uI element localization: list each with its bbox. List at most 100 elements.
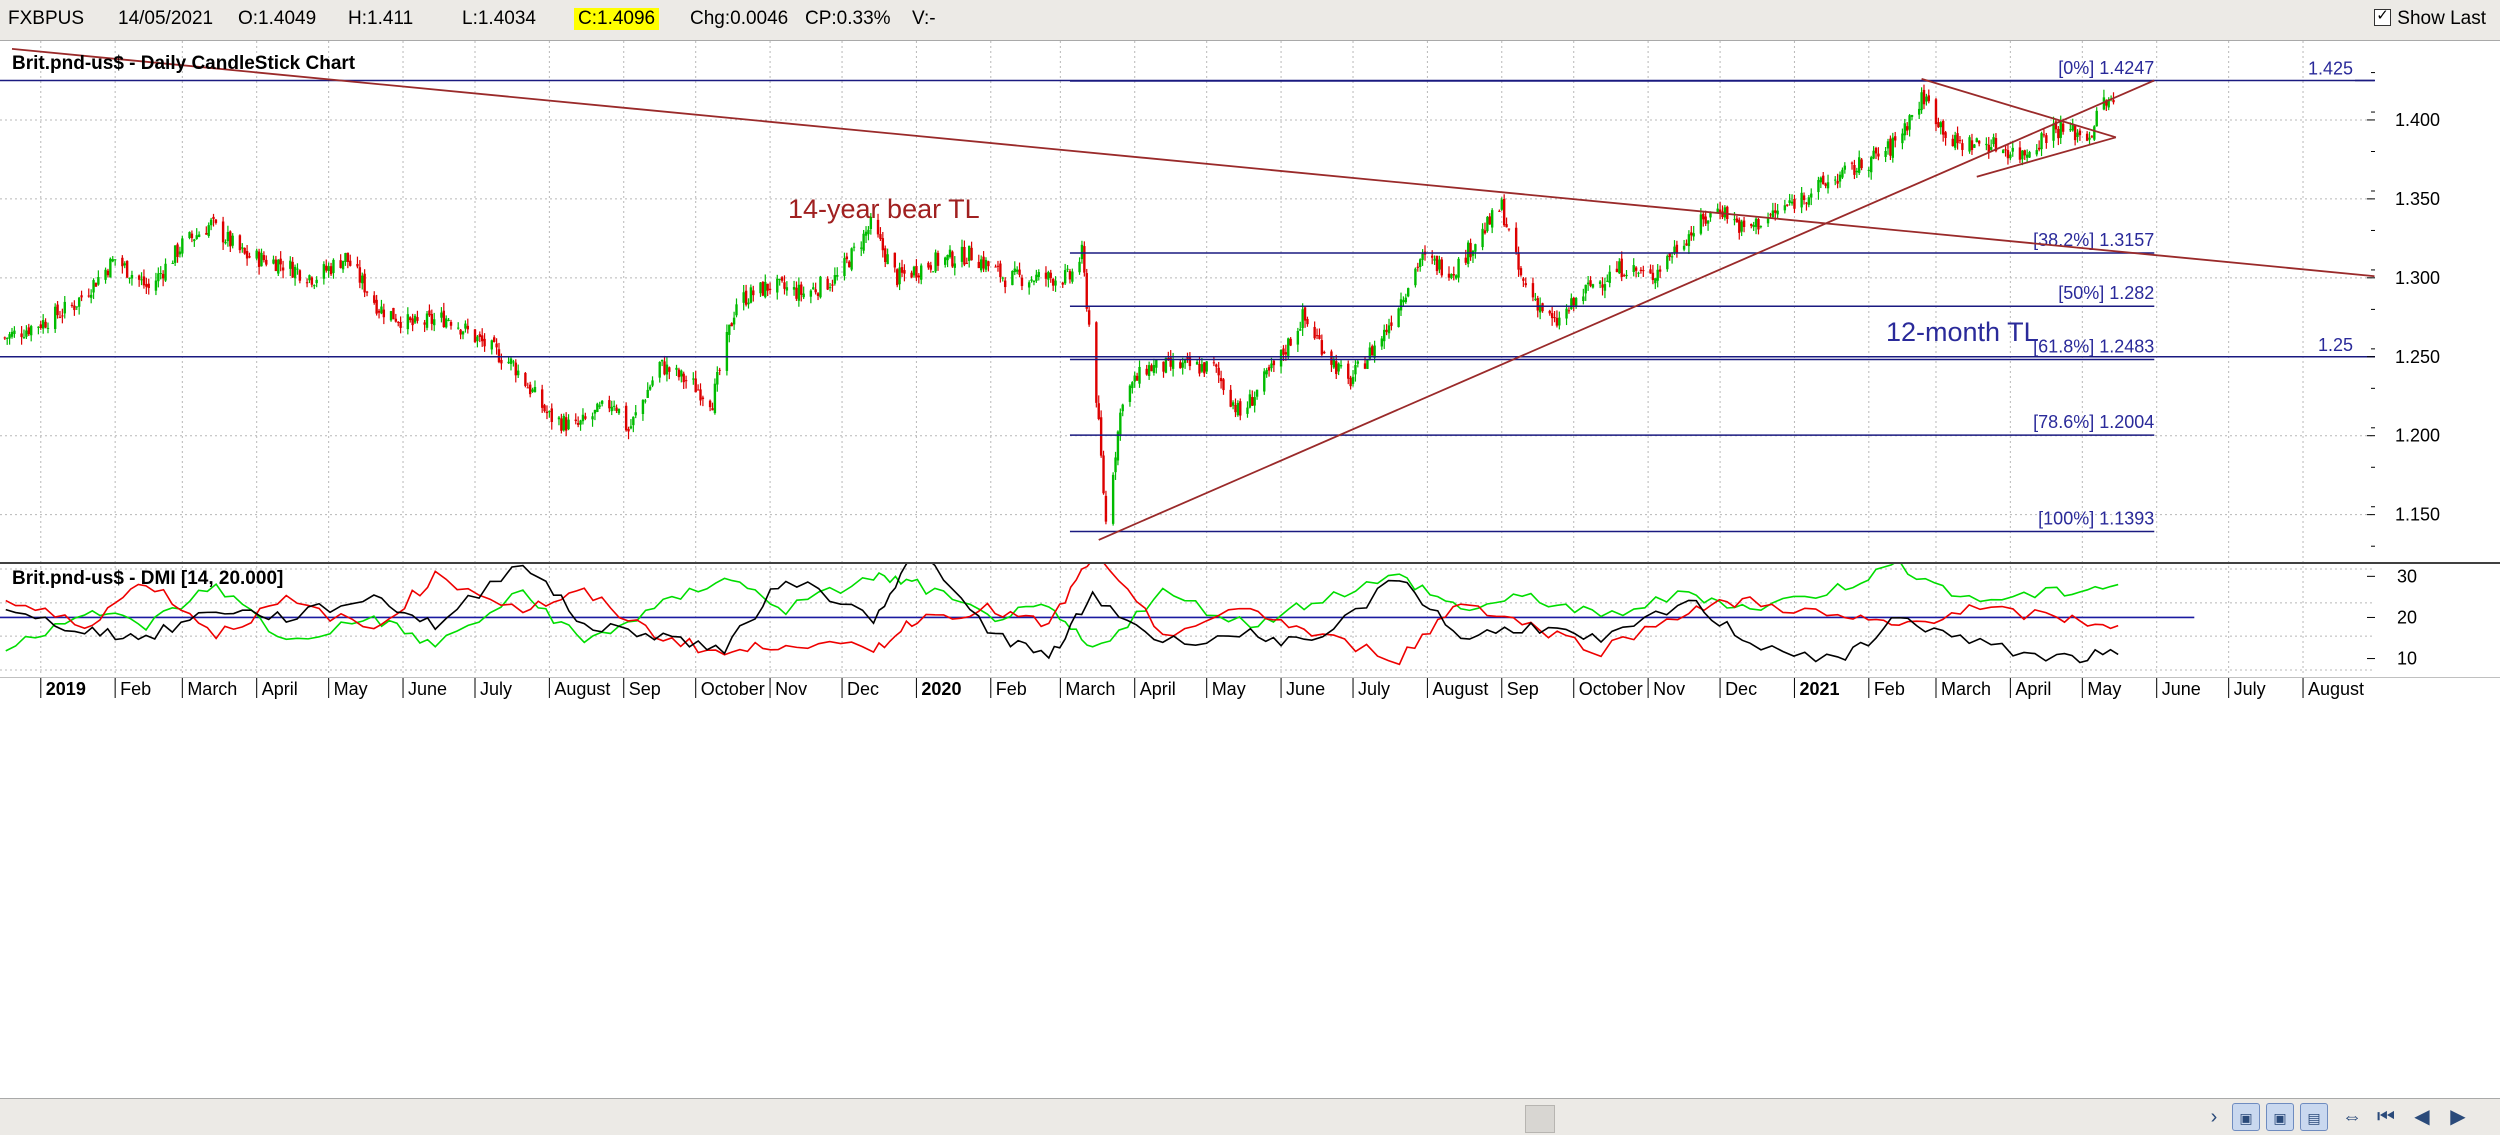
show-last-checkbox[interactable]: Show Last xyxy=(2374,6,2486,30)
candle-body xyxy=(1903,123,1906,136)
candle-body xyxy=(524,372,527,386)
candle-body xyxy=(1231,402,1235,406)
date-label: 14/05/2021 xyxy=(118,8,214,29)
candle-body xyxy=(1071,271,1074,282)
candle-body xyxy=(457,327,460,329)
candle-body xyxy=(1905,126,1909,131)
candle-body xyxy=(409,317,412,321)
candle-body xyxy=(951,251,954,267)
candle-body xyxy=(1783,205,1787,211)
candle-body xyxy=(377,310,381,313)
candle-body xyxy=(1464,257,1467,263)
previous-icon[interactable]: ◀ xyxy=(2414,1106,2430,1128)
candle-body xyxy=(1200,364,1204,372)
candle-body xyxy=(701,397,705,399)
candle-body xyxy=(1977,140,1981,144)
candle-body xyxy=(478,334,481,337)
candle-body xyxy=(255,250,258,259)
dmi-scale-background xyxy=(2375,564,2500,675)
candle-body xyxy=(3,337,6,339)
trendline-wedge-lower xyxy=(1976,136,2117,178)
candle-body xyxy=(447,319,450,321)
candle-body xyxy=(1766,217,1770,224)
candle-body xyxy=(1270,363,1273,369)
candle-body xyxy=(802,293,805,298)
candle-body xyxy=(346,252,350,262)
candle-body xyxy=(1670,256,1674,258)
candle-body xyxy=(1080,244,1084,260)
cursor-icon[interactable]: ▤ xyxy=(2300,1103,2328,1131)
candle-body xyxy=(1287,338,1290,356)
navigation-bar: › ▣ ▣ ▤ ⇔ ⏮ ◀ ▶ xyxy=(0,1098,2500,1135)
candle-body xyxy=(1253,397,1256,406)
candle-body xyxy=(445,318,448,328)
candle-body xyxy=(46,327,50,329)
candle-body xyxy=(430,313,434,324)
expand-icon[interactable]: ⇔ xyxy=(2342,1106,2362,1128)
candle-body xyxy=(550,408,553,423)
candle-body xyxy=(1572,297,1575,306)
candle-body xyxy=(1666,256,1669,270)
candle-body xyxy=(730,323,733,327)
checkbox-icon[interactable] xyxy=(2374,6,2392,26)
candle-body xyxy=(461,331,465,335)
candle-body xyxy=(80,295,83,298)
candle-body xyxy=(1507,228,1511,230)
candle-body xyxy=(1682,245,1686,250)
candle-body xyxy=(37,326,40,328)
candle-body xyxy=(2018,147,2022,160)
price-panel-title: Brit.pnd-us$ - Daily CandleStick Chart xyxy=(12,53,356,74)
candle-body xyxy=(912,266,916,276)
candle-body xyxy=(27,327,30,335)
candle-body xyxy=(1085,273,1088,309)
candle-body xyxy=(675,367,678,370)
candle-body xyxy=(1027,282,1031,288)
scrollbar-thumb[interactable] xyxy=(1525,1105,1555,1133)
candle-body xyxy=(1774,210,1777,213)
candle-body xyxy=(1037,272,1040,278)
x-tick-label: May xyxy=(1212,679,1246,699)
candle-body xyxy=(560,418,563,431)
candle-body xyxy=(934,252,937,272)
next-icon[interactable]: ▶ xyxy=(2450,1106,2466,1128)
candle-body xyxy=(1894,136,1897,141)
zoom-out-icon[interactable]: ▣ xyxy=(2266,1103,2294,1131)
candle-body xyxy=(1349,377,1352,387)
candle-body xyxy=(694,378,697,393)
candle-body xyxy=(140,279,143,281)
candle-body xyxy=(341,260,345,270)
scroll-right-icon[interactable]: › xyxy=(2210,1106,2218,1128)
candle-body xyxy=(545,411,549,414)
candle-body xyxy=(809,290,813,297)
candle-body xyxy=(2071,124,2074,131)
candle-body xyxy=(1754,218,1758,227)
candle-body xyxy=(1740,221,1743,232)
candle-body xyxy=(262,255,266,261)
candle-body xyxy=(584,416,587,419)
candle-body xyxy=(1332,359,1336,368)
x-tick-label: June xyxy=(408,679,447,699)
candle-body xyxy=(2040,133,2043,150)
candle-body xyxy=(1584,284,1587,294)
zoom-in-icon[interactable]: ▣ xyxy=(2232,1103,2260,1131)
candle-body xyxy=(75,306,78,308)
first-icon[interactable]: ⏮ xyxy=(2377,1106,2395,1128)
candle-body xyxy=(39,324,42,328)
candle-body xyxy=(188,232,191,238)
candle-body xyxy=(433,319,436,326)
candle-body xyxy=(1049,272,1052,278)
candle-body xyxy=(1973,144,1976,148)
candle-body xyxy=(495,343,498,348)
candle-body xyxy=(428,310,431,316)
candle-body xyxy=(442,310,446,327)
candle-body xyxy=(411,318,414,326)
dmi-series-line xyxy=(5,564,2119,652)
candle-body xyxy=(944,257,947,265)
x-tick-label: Feb xyxy=(120,679,151,699)
candle-body xyxy=(915,266,918,278)
candle-body xyxy=(1284,352,1288,355)
candle-body xyxy=(917,275,921,278)
candle-body xyxy=(1958,140,1962,142)
candle-body xyxy=(41,320,45,329)
candle-body xyxy=(416,317,419,321)
